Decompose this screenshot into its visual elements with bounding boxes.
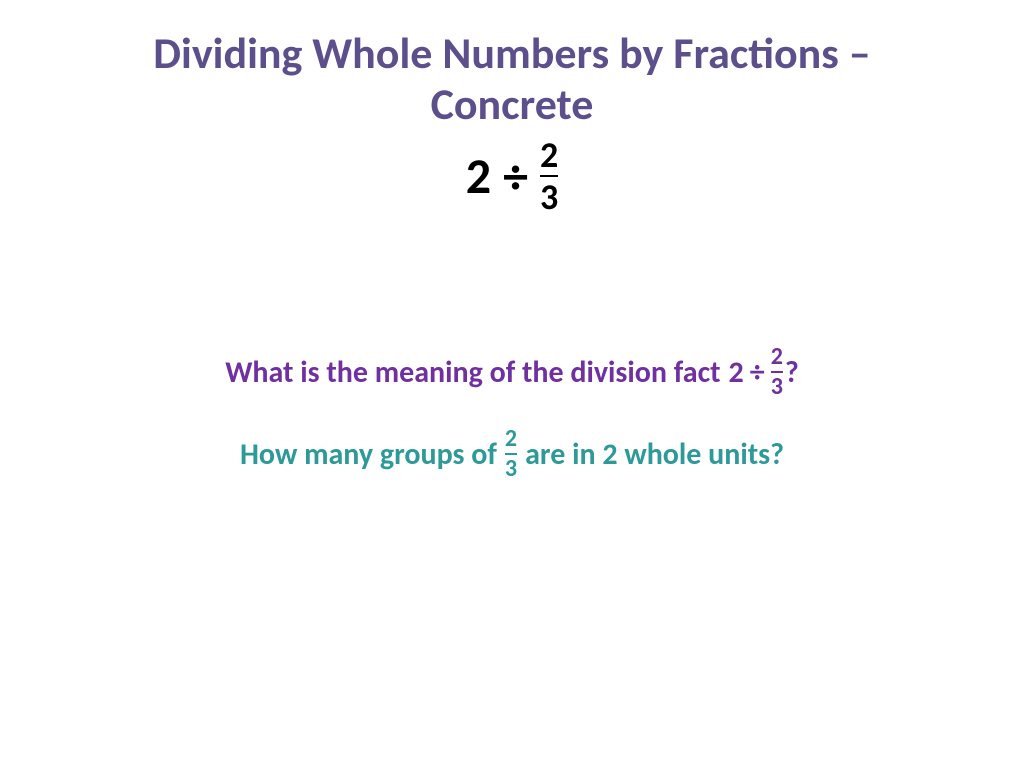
equation-operator: ÷ [503, 146, 528, 207]
title-line-1: Dividing Whole Numbers by Fractions – [153, 26, 870, 80]
fraction-numerator: 2 [540, 137, 558, 175]
q2-numerator: 2 [505, 427, 517, 453]
fraction-denominator: 3 [540, 177, 558, 215]
equation-whole: 2 [466, 146, 491, 207]
q1-eq-whole: 2 [729, 354, 744, 391]
q1-numerator: 2 [771, 345, 783, 371]
question1-suffix: ? [785, 354, 799, 391]
question2-suffix: are in 2 whole units? [525, 436, 784, 473]
question-groups: How many groups of 2 3 are in 2 whole un… [0, 427, 1024, 481]
main-equation: 2 ÷ 2 3 [0, 137, 1024, 215]
slide-title: Dividing Whole Numbers by Fractions – Co… [0, 28, 1024, 129]
q2-fraction: 2 3 [505, 427, 517, 481]
q2-denominator: 3 [505, 455, 517, 481]
question1-equation: 2 ÷ 2 3 [729, 345, 783, 399]
equation-fraction: 2 3 [540, 137, 558, 215]
q1-eq-operator: ÷ [750, 354, 765, 391]
q1-denominator: 3 [771, 373, 783, 399]
question-meaning: What is the meaning of the division fact… [0, 345, 1024, 399]
question2-prefix: How many groups of [240, 436, 497, 473]
q1-fraction: 2 3 [771, 345, 783, 399]
title-line-2: Concrete [431, 77, 594, 131]
question1-prefix: What is the meaning of the division fact [225, 354, 720, 391]
slide-container: Dividing Whole Numbers by Fractions – Co… [0, 0, 1024, 768]
